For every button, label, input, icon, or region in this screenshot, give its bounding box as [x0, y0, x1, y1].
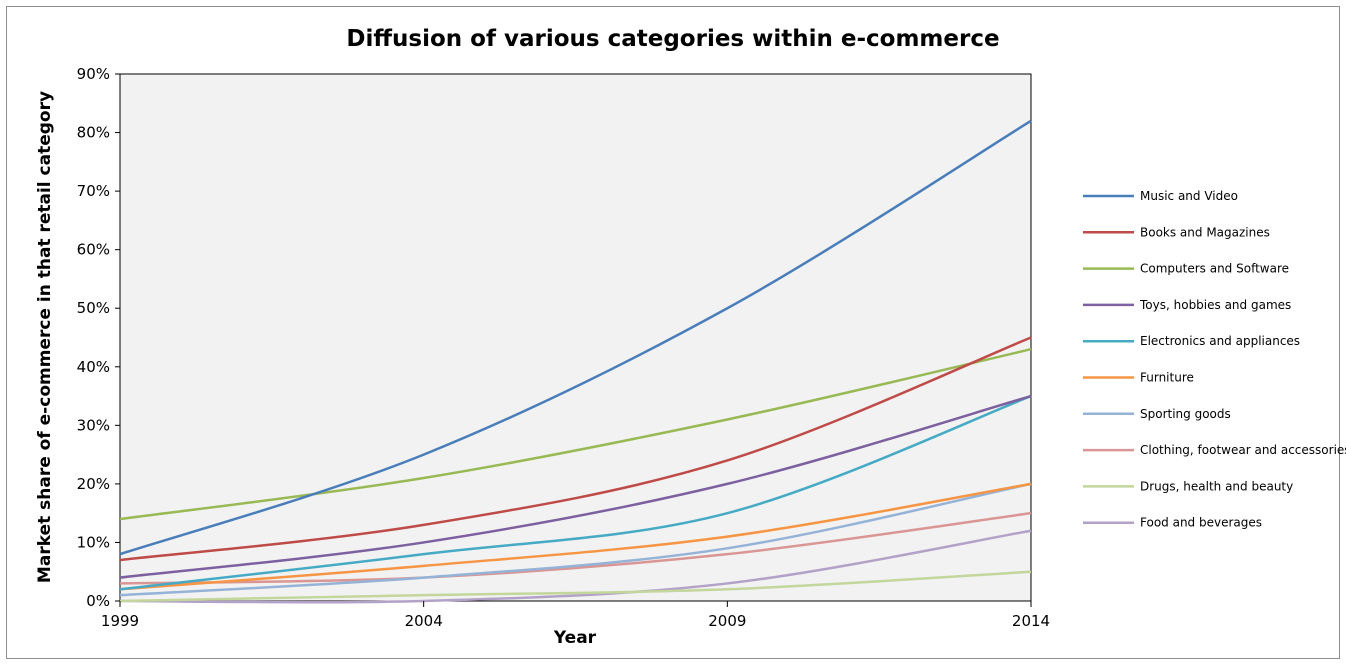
chart-title: Diffusion of various categories within e…: [346, 26, 1000, 52]
series-line: [119, 511, 1032, 585]
x-tick-label: 2014: [1012, 612, 1050, 630]
series-line: [119, 394, 1032, 591]
y-tick-label: 10%: [77, 533, 110, 551]
legend-label: Sporting goods: [1140, 407, 1231, 421]
y-tick-label: 40%: [77, 358, 110, 376]
legend-label: Clothing, footwear and accessories: [1140, 443, 1346, 457]
x-axis-title: Year: [553, 628, 597, 648]
legend-label: Computers and Software: [1140, 262, 1289, 276]
x-tick-label: 1999: [101, 612, 139, 630]
y-tick-label: 90%: [77, 65, 110, 83]
legend-label: Furniture: [1140, 371, 1194, 385]
series-line: [119, 119, 1032, 556]
y-tick-label: 20%: [77, 475, 110, 493]
series-line: [119, 482, 1032, 597]
legend-label: Toys, hobbies and games: [1139, 298, 1291, 312]
series-line: [119, 482, 1032, 591]
plot-area: [119, 73, 1032, 602]
legend-label: Food and beverages: [1140, 516, 1262, 530]
series-line: [119, 347, 1032, 521]
series-lines: [119, 119, 1032, 604]
legend-label: Electronics and appliances: [1140, 334, 1300, 348]
legend-label: Books and Magazines: [1140, 225, 1270, 239]
series-line: [119, 570, 1032, 603]
x-tick-label: 2004: [405, 612, 443, 630]
x-axis: 1999 2004 2009 2014: [101, 601, 1050, 630]
y-tick-label: 70%: [77, 182, 110, 200]
y-axis-title: Market share of e-commerce in that retai…: [35, 91, 55, 583]
series-line: [119, 394, 1032, 579]
y-axis: 0% 10% 20% 30% 40% 50% 60% 70% 80% 90%: [77, 65, 120, 610]
y-tick-label: 0%: [86, 592, 110, 610]
series-line: [119, 336, 1032, 562]
y-tick-label: 30%: [77, 416, 110, 434]
series-line: [119, 529, 1032, 604]
legend: Music and Video Books and Magazines Comput…: [1083, 189, 1346, 530]
y-tick-label: 50%: [77, 299, 110, 317]
legend-label: Drugs, health and beauty: [1140, 479, 1293, 493]
x-tick-label: 2009: [708, 612, 746, 630]
y-tick-label: 60%: [77, 241, 110, 259]
y-tick-label: 80%: [77, 124, 110, 142]
legend-label: Music and Video: [1140, 189, 1238, 203]
